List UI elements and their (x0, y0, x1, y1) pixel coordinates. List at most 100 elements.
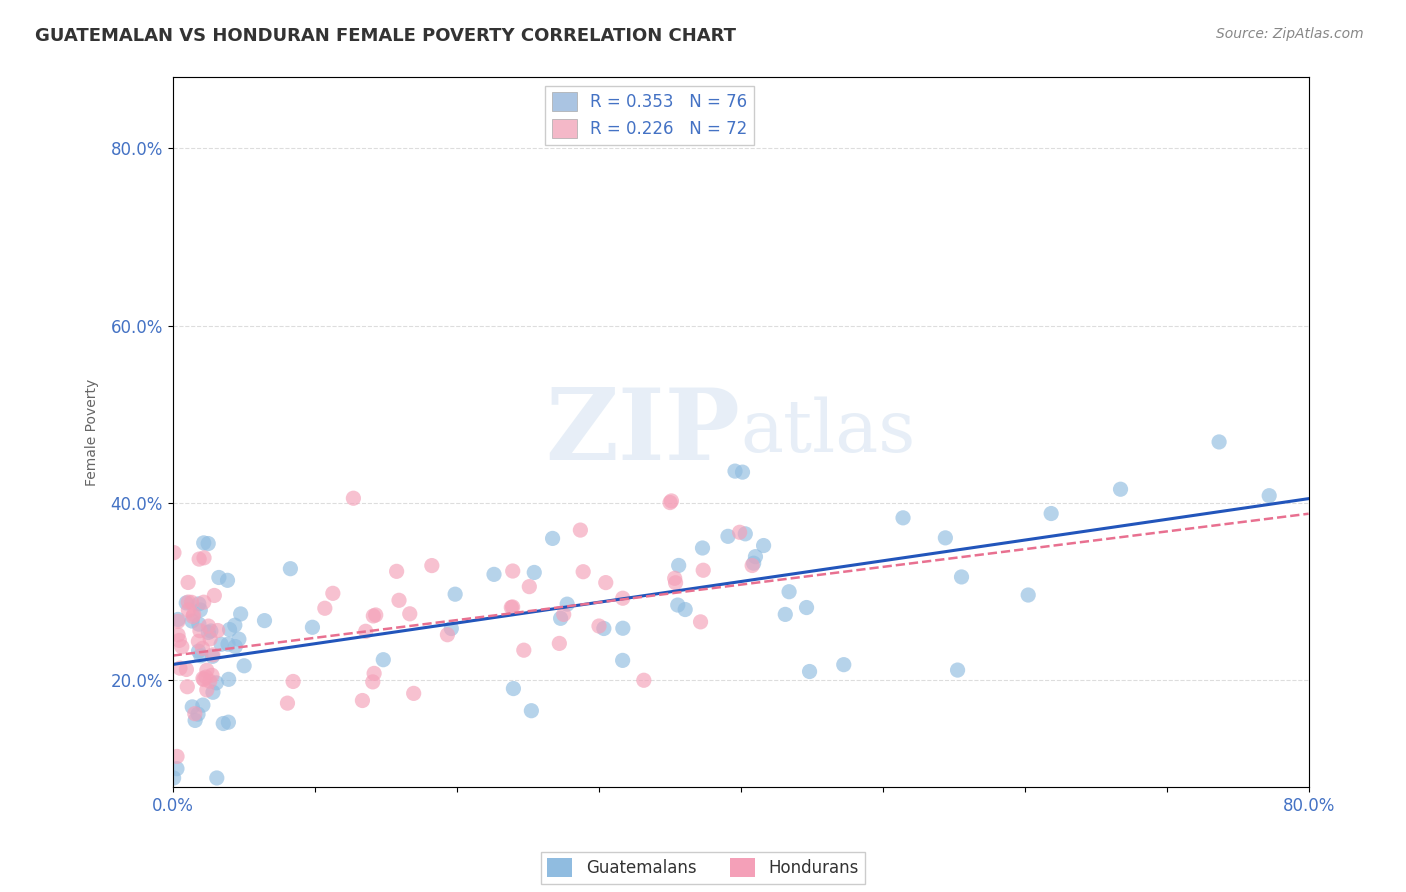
Point (752, 539, 775, 553)
Point (572, 565, 595, 579)
Point (169, 633, 191, 648)
Point (364, 607, 387, 622)
Point (742, 556, 765, 570)
Point (502, 681, 524, 696)
Point (167, 612, 190, 626)
Point (194, 670, 217, 684)
Point (212, 716, 235, 731)
Point (363, 609, 385, 624)
Point (187, 597, 209, 611)
Legend: R = 0.353   N = 76, R = 0.226   N = 72: R = 0.353 N = 76, R = 0.226 N = 72 (546, 86, 754, 145)
Point (373, 653, 395, 667)
Point (664, 575, 686, 590)
Point (187, 644, 209, 658)
Point (946, 663, 969, 677)
Point (501, 600, 523, 615)
Point (205, 771, 228, 785)
Point (502, 599, 524, 614)
Point (398, 607, 420, 621)
Point (612, 653, 634, 667)
Point (201, 668, 224, 682)
Text: ZIP: ZIP (546, 384, 741, 481)
Point (301, 620, 323, 634)
Point (281, 674, 304, 689)
Point (1017, 588, 1039, 602)
Point (162, 771, 184, 785)
Point (276, 696, 298, 710)
Point (612, 621, 634, 635)
Point (177, 603, 200, 617)
Point (217, 637, 239, 651)
Point (934, 531, 956, 545)
Point (950, 570, 973, 584)
Point (197, 536, 219, 550)
Point (444, 587, 467, 601)
Point (201, 648, 224, 662)
Point (482, 567, 505, 582)
Point (188, 603, 211, 617)
Point (188, 552, 211, 566)
Point (184, 706, 207, 721)
Point (190, 648, 212, 663)
Point (664, 571, 686, 585)
Point (184, 714, 207, 728)
Point (167, 628, 190, 642)
Point (420, 558, 443, 573)
Point (224, 618, 246, 632)
Point (342, 491, 364, 506)
Point (778, 584, 800, 599)
Point (218, 673, 240, 687)
Point (191, 641, 214, 656)
Point (177, 595, 200, 609)
Point (550, 611, 572, 625)
Point (673, 602, 696, 616)
Point (193, 550, 215, 565)
Point (229, 607, 252, 621)
Text: atlas: atlas (741, 397, 915, 467)
Point (207, 624, 229, 638)
Point (361, 674, 384, 689)
Point (668, 558, 690, 573)
Point (523, 566, 546, 580)
Point (280, 562, 302, 576)
Point (195, 682, 218, 697)
Point (217, 715, 239, 730)
Point (548, 636, 571, 650)
Point (205, 676, 228, 690)
Point (228, 632, 250, 647)
Point (183, 607, 205, 622)
Point (181, 699, 204, 714)
Point (188, 624, 211, 638)
Point (363, 666, 385, 681)
Point (169, 661, 191, 675)
Point (181, 614, 204, 628)
Point (595, 575, 617, 590)
Point (832, 657, 855, 672)
Point (612, 591, 634, 606)
Point (167, 615, 190, 629)
Point (689, 615, 711, 629)
Point (520, 704, 543, 718)
Point (744, 549, 766, 564)
Point (197, 619, 219, 633)
Point (541, 532, 564, 546)
Point (181, 609, 204, 624)
Y-axis label: Female Poverty: Female Poverty (86, 378, 100, 486)
Point (724, 464, 747, 478)
Point (176, 663, 198, 677)
Point (193, 673, 215, 687)
Point (796, 600, 818, 615)
Point (193, 595, 215, 609)
Point (209, 637, 232, 651)
Point (201, 685, 224, 699)
Point (208, 570, 231, 584)
Text: GUATEMALAN VS HONDURAN FEMALE POVERTY CORRELATION CHART: GUATEMALAN VS HONDURAN FEMALE POVERTY CO… (35, 27, 737, 45)
Point (666, 598, 689, 612)
Point (388, 593, 411, 607)
Point (440, 622, 463, 636)
Point (163, 546, 186, 560)
Point (891, 511, 914, 525)
Point (661, 494, 683, 508)
Point (502, 564, 524, 578)
Point (692, 563, 714, 577)
